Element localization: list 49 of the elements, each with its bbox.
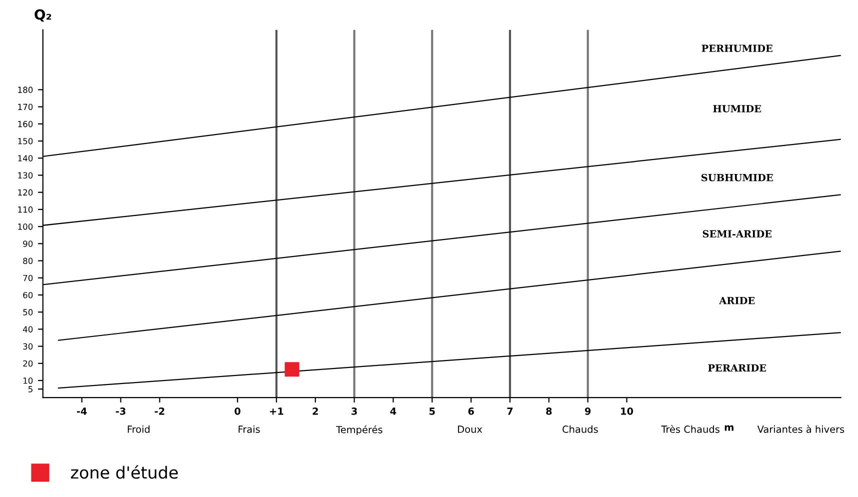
- y-tick-label: 160: [18, 120, 33, 128]
- y-tick-label: 5: [28, 386, 32, 392]
- x-tick-label: -4: [76, 408, 87, 415]
- legend-label: zone d'étude: [70, 465, 178, 479]
- y-tick-label: 110: [18, 206, 33, 213]
- y-tick-label: 70: [23, 274, 33, 282]
- text: Tempérés: [336, 425, 382, 436]
- y-tick-label: 150: [18, 138, 33, 144]
- x-tick-label: -3: [116, 407, 126, 415]
- y-tick-label: 50: [23, 309, 33, 316]
- annotation: PERHUMIDE: [702, 44, 772, 52]
- text: Doux: [458, 426, 482, 433]
- annotation: PERARIDE: [708, 364, 766, 372]
- x-tick-label: 8: [546, 407, 552, 415]
- x-tick-label: 0: [234, 407, 240, 415]
- y-tick-label: 180: [18, 86, 33, 93]
- x-tick-label: +1: [270, 408, 284, 415]
- annotation: HUMIDE: [713, 105, 762, 112]
- x-tick-label: 10: [621, 407, 634, 415]
- text: Chauds: [562, 425, 598, 433]
- x-tick-label: 7: [507, 408, 513, 415]
- y-tick-label: 40: [22, 326, 33, 332]
- y-tick-label: 60: [23, 292, 33, 298]
- text: Frais: [238, 425, 260, 433]
- y-tick-label: 30: [23, 343, 33, 350]
- x-tick-label: 3: [352, 407, 357, 415]
- text: Froid: [128, 425, 150, 433]
- x-tick-label: 4: [390, 408, 396, 415]
- x-tick-label: 5: [430, 408, 435, 415]
- x-tick-label: 6: [468, 408, 474, 415]
- y-tick-label: 120: [18, 189, 33, 196]
- text: Très Chauds: [661, 424, 720, 433]
- y-tick-label: 130: [18, 172, 33, 179]
- annotation: SEMI-ARIDE: [702, 230, 772, 238]
- annotation: SUBHUMIDE: [701, 174, 773, 182]
- y-tick-label: 140: [18, 155, 33, 162]
- y-tick-label: 80: [23, 258, 33, 264]
- x-axis-title: m: [724, 425, 734, 431]
- annotation: ARIDE: [719, 297, 755, 304]
- y-tick-label: 90: [23, 240, 33, 247]
- y-axis-title: Q₂: [34, 9, 52, 22]
- text: Variantes à hivers: [757, 424, 844, 433]
- x-tick-label: -2: [154, 407, 164, 415]
- y-tick-label: 20: [23, 360, 33, 367]
- y-tick-label: 100: [18, 224, 33, 230]
- y-tick-label: 170: [18, 104, 33, 110]
- x-tick-label: 9: [584, 408, 591, 415]
- y-tick-label: 10: [23, 377, 33, 384]
- x-tick-label: 2: [312, 407, 318, 415]
